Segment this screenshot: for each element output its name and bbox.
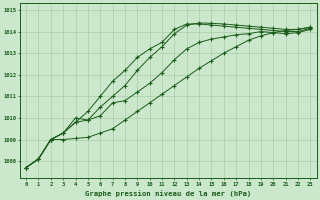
X-axis label: Graphe pression niveau de la mer (hPa): Graphe pression niveau de la mer (hPa) bbox=[85, 190, 252, 197]
